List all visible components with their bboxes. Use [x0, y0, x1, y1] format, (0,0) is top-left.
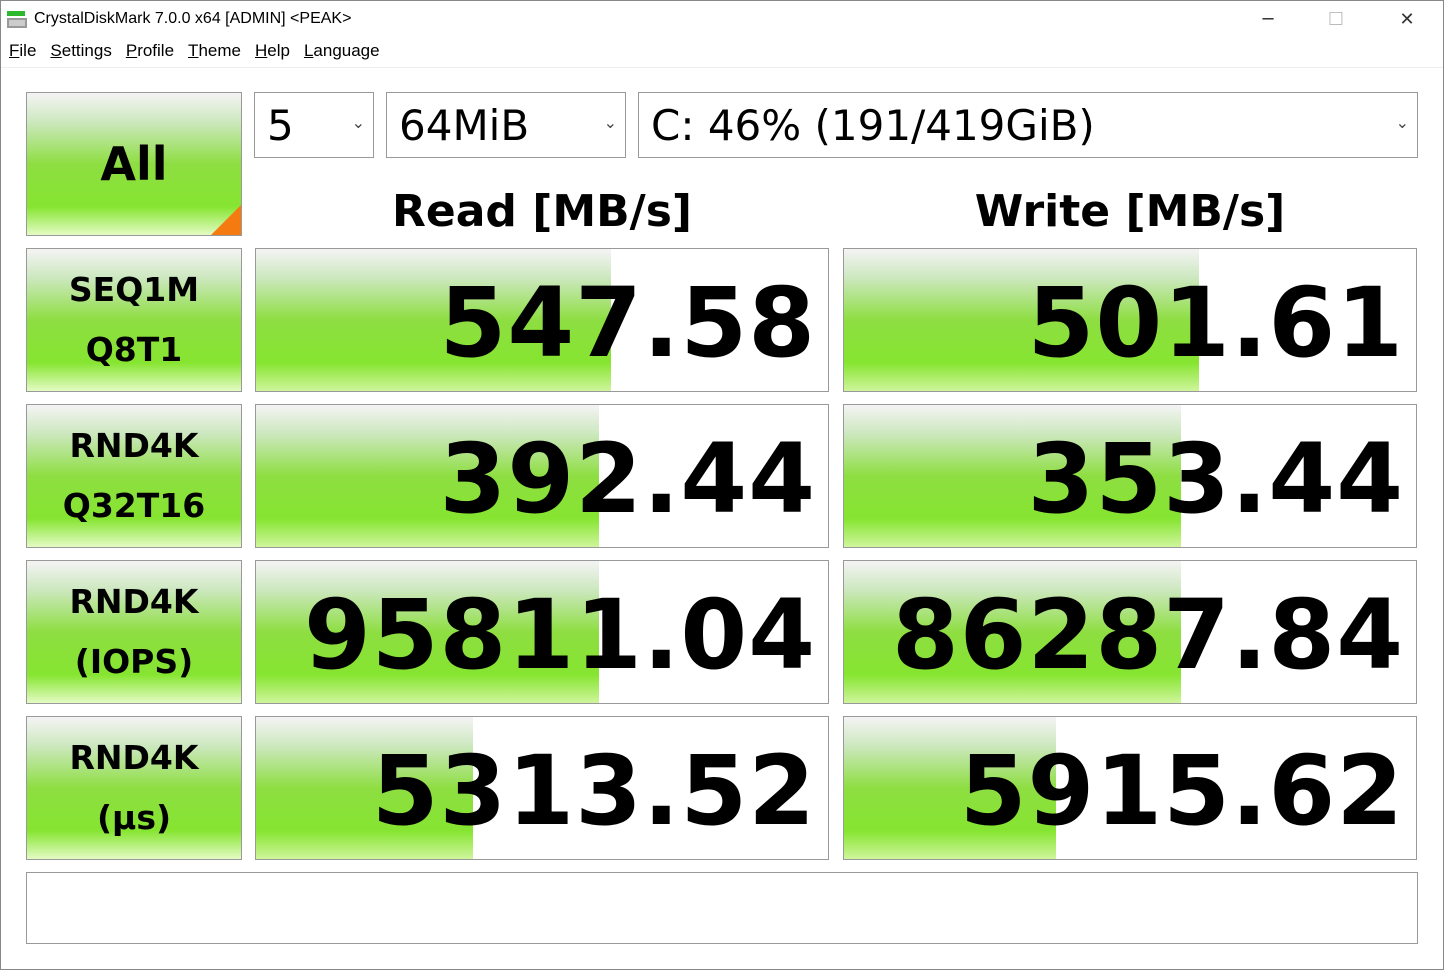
drive-select[interactable]: C: 46% (191/419GiB) ⌄ — [638, 92, 1418, 158]
write-value: 501.61 — [1027, 267, 1404, 379]
read-value: 5313.52 — [371, 735, 816, 847]
read-value: 547.58 — [439, 267, 816, 379]
all-button[interactable]: All — [26, 92, 242, 236]
menu-bar: File Settings Profile Theme Help Languag… — [1, 41, 1443, 68]
test-name: SEQ1M — [68, 270, 200, 309]
menu-profile[interactable]: Profile — [125, 41, 175, 60]
test-name: RND4K — [69, 738, 199, 777]
read-value: 392.44 — [439, 423, 816, 535]
comment-input[interactable] — [26, 872, 1418, 944]
test-button[interactable]: RND4K Q32T16 — [26, 404, 242, 548]
minimize-button[interactable]: ─ — [1262, 8, 1274, 30]
close-button[interactable]: ✕ — [1399, 8, 1415, 30]
write-result: 5915.62 — [843, 716, 1417, 860]
test-name: RND4K — [69, 582, 199, 621]
read-value: 95811.04 — [303, 579, 816, 691]
drive-value: C: 46% (191/419GiB) — [651, 100, 1095, 150]
window-title: CrystalDiskMark 7.0.0 x64 [ADMIN] <PEAK> — [34, 10, 352, 27]
write-result: 86287.84 — [843, 560, 1417, 704]
write-bar — [844, 561, 1182, 703]
test-button[interactable]: SEQ1M Q8T1 — [26, 248, 242, 392]
read-result: 95811.04 — [255, 560, 829, 704]
size-value: 64MiB — [399, 100, 530, 150]
test-name: RND4K — [69, 426, 199, 465]
write-result: 501.61 — [843, 248, 1417, 392]
read-result: 392.44 — [255, 404, 829, 548]
corner-marker — [211, 205, 241, 235]
menu-language[interactable]: Language — [303, 41, 380, 60]
read-bar — [256, 561, 600, 703]
read-bar — [256, 717, 474, 859]
test-button[interactable]: RND4K (IOPS) — [26, 560, 242, 704]
title-bar: CrystalDiskMark 7.0.0 x64 [ADMIN] <PEAK>… — [1, 1, 1443, 39]
read-bar — [256, 249, 611, 391]
write-value: 86287.84 — [891, 579, 1404, 691]
menu-settings[interactable]: Settings — [50, 41, 112, 60]
chevron-down-icon: ⌄ — [603, 113, 617, 132]
menu-file[interactable]: File — [9, 41, 37, 60]
write-header: Write [MB/s] — [974, 186, 1286, 237]
write-value: 5915.62 — [959, 735, 1404, 847]
write-result: 353.44 — [843, 404, 1417, 548]
read-bar — [256, 405, 600, 547]
count-value: 5 — [267, 100, 294, 150]
read-result: 547.58 — [255, 248, 829, 392]
write-bar — [844, 717, 1056, 859]
menu-help[interactable]: Help — [254, 41, 290, 60]
chevron-down-icon: ⌄ — [351, 113, 365, 132]
menu-theme[interactable]: Theme — [188, 41, 241, 60]
maximize-button[interactable]: ☐ — [1327, 8, 1345, 30]
chevron-down-icon: ⌄ — [1395, 113, 1409, 132]
write-value: 353.44 — [1027, 423, 1404, 535]
count-select[interactable]: 5 ⌄ — [254, 92, 374, 158]
write-bar — [844, 249, 1199, 391]
test-button[interactable]: RND4K (µs) — [26, 716, 242, 860]
write-bar — [844, 405, 1182, 547]
all-label: All — [100, 137, 168, 191]
size-select[interactable]: 64MiB ⌄ — [386, 92, 626, 158]
read-header: Read [MB/s] — [391, 186, 693, 237]
read-result: 5313.52 — [255, 716, 829, 860]
test-params: Q8T1 — [85, 330, 183, 369]
crystaldiskmark-icon — [7, 11, 27, 28]
test-params: (µs) — [96, 798, 172, 837]
test-params: Q32T16 — [62, 486, 206, 525]
test-params: (IOPS) — [74, 642, 194, 681]
